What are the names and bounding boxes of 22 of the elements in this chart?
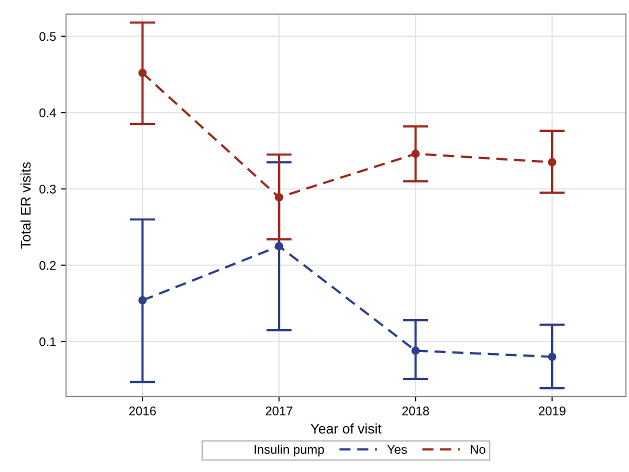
y-tick-label: 0.2 [39, 261, 56, 270]
y-tick-label: 0.3 [39, 184, 56, 194]
y-tick-label: 0.1 [39, 337, 56, 346]
point [548, 158, 556, 166]
y-tick-label: 0.4 [39, 108, 56, 118]
point [138, 296, 147, 304]
legend-title: Insulin pump [254, 444, 324, 456]
point [411, 346, 420, 355]
point [138, 68, 147, 78]
y-tick-label: 0.5 [39, 32, 56, 41]
x-tick-label: 2018 [402, 406, 429, 416]
point [274, 193, 284, 202]
point [411, 150, 420, 158]
legend-label: Yes [387, 445, 407, 454]
x-axis-title: Year of visit [310, 423, 382, 434]
point [274, 242, 284, 250]
x-tick-label: 2017 [266, 406, 292, 416]
y-axis-title: Total ER visits [20, 162, 31, 249]
point [548, 352, 556, 361]
legend-label: No [470, 445, 486, 454]
x-tick-label: 2019 [538, 406, 566, 416]
x-tick-label: 2016 [129, 406, 156, 416]
